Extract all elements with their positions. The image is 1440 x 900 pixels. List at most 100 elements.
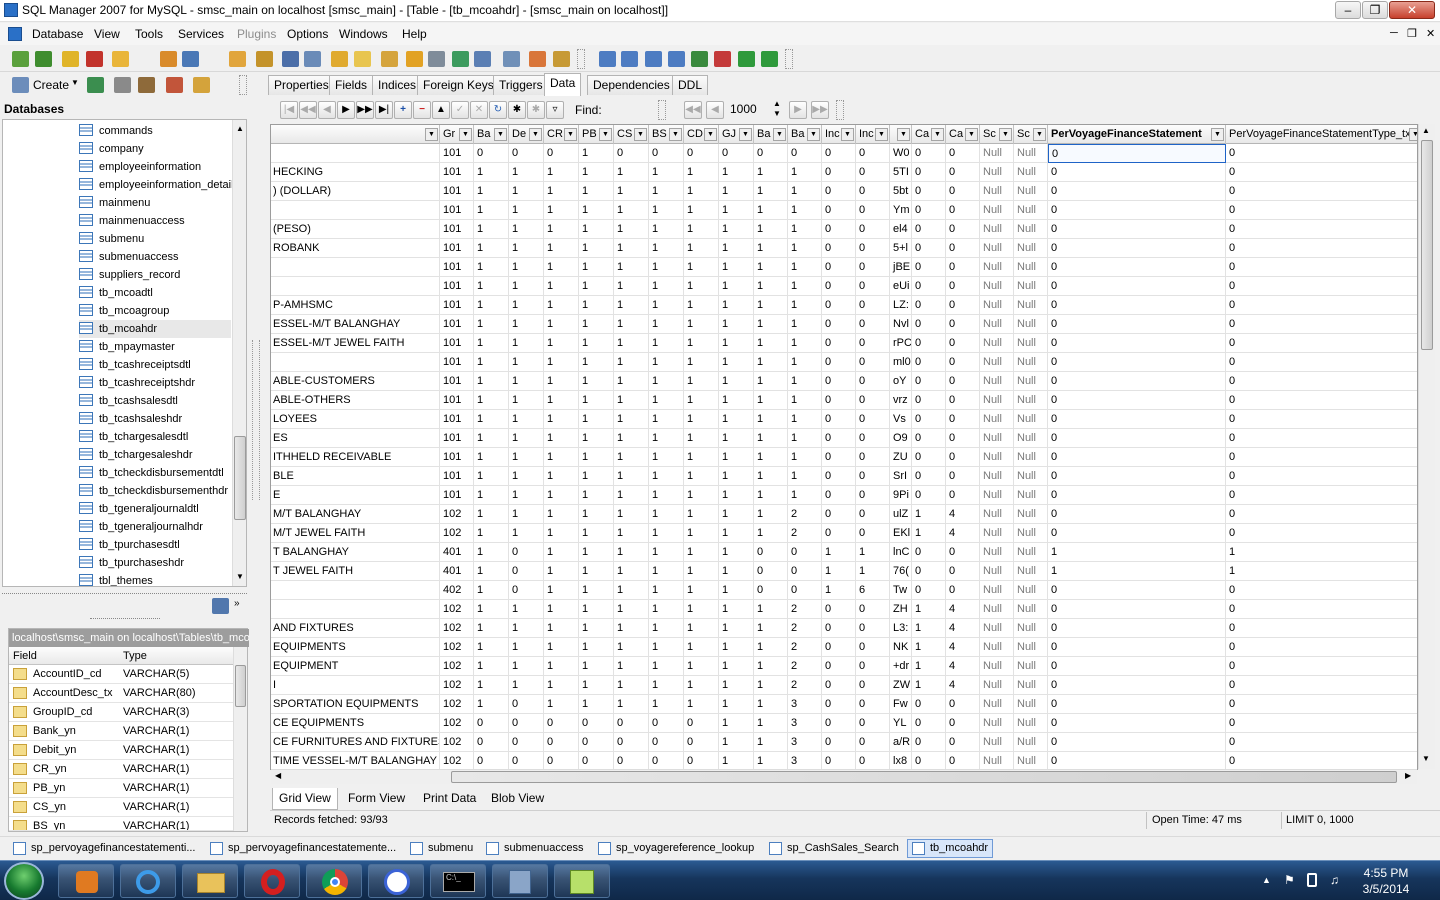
table-cell[interactable]: 1 xyxy=(649,638,684,657)
table-cell[interactable]: 0 xyxy=(856,239,890,258)
table-cell[interactable]: 1 xyxy=(544,391,579,410)
table-cell[interactable]: 1 xyxy=(509,201,544,220)
table-cell[interactable]: 1 xyxy=(544,315,579,334)
table-row[interactable]: P-AMHSMC 101 1 1 1 1 1 1 1 1 1 1 0 0 LZ: 0 0 Null Null 0 0 xyxy=(271,296,1417,315)
table-cell[interactable]: Null xyxy=(980,467,1014,486)
table-cell[interactable]: 1 xyxy=(474,277,509,296)
table-cell[interactable]: 1 xyxy=(719,733,754,752)
table-cell[interactable]: 1 xyxy=(509,448,544,467)
next-record-icon[interactable]: ▶ xyxy=(337,101,355,119)
table-cell[interactable]: ESSEL-M/T BALANGHAY xyxy=(271,315,440,334)
tab-foreign-keys[interactable]: Foreign Keys xyxy=(417,75,500,95)
table-cell[interactable]: 1 xyxy=(719,277,754,296)
table-cell[interactable]: 0 xyxy=(1226,733,1417,752)
tree-item[interactable]: tb_mpaymaster xyxy=(79,338,175,356)
table-cell[interactable] xyxy=(271,600,440,619)
table-cell[interactable]: 0 xyxy=(1048,505,1226,524)
table-cell[interactable]: 0 xyxy=(856,467,890,486)
query-builder-icon[interactable] xyxy=(256,51,273,67)
table-cell[interactable]: 1 xyxy=(754,315,788,334)
table-cell[interactable]: 3 xyxy=(788,733,822,752)
table-cell[interactable]: 0 xyxy=(1226,182,1417,201)
goto-bookmark-icon[interactable]: ✱ xyxy=(527,101,545,119)
print-icon[interactable] xyxy=(428,51,445,67)
table-cell[interactable]: 0 xyxy=(822,277,856,296)
table-cell[interactable]: ABLE-OTHERS xyxy=(271,391,440,410)
table-cell[interactable]: ITHHELD RECEIVABLE xyxy=(271,448,440,467)
table-cell[interactable]: jBE xyxy=(890,258,912,277)
table-cell[interactable]: 1 xyxy=(614,163,649,182)
table-cell[interactable]: 1 xyxy=(788,163,822,182)
table-cell[interactable]: 1 xyxy=(649,429,684,448)
table-cell[interactable]: 1 xyxy=(822,581,856,600)
field-row[interactable]: Bank_yn VARCHAR(1) xyxy=(9,722,233,741)
db-properties-icon[interactable] xyxy=(112,51,129,67)
table-cell[interactable]: 1 xyxy=(649,201,684,220)
table-cell[interactable]: 1 xyxy=(509,391,544,410)
table-cell[interactable]: 1 xyxy=(719,695,754,714)
table-cell[interactable]: 0 xyxy=(1226,372,1417,391)
table-cell[interactable]: 0 xyxy=(1048,524,1226,543)
table-cell[interactable]: 0 xyxy=(856,733,890,752)
column-header[interactable]: CS ▼ xyxy=(614,125,649,144)
table-cell[interactable]: 1 xyxy=(684,372,719,391)
prev-page-icon[interactable]: ◀◀ xyxy=(299,101,317,119)
table-row[interactable]: E 101 1 1 1 1 1 1 1 1 1 1 0 0 9Pi 0 0 Null Null 0 0 xyxy=(271,486,1417,505)
table-cell[interactable]: Null xyxy=(1014,581,1048,600)
next-page-icon[interactable]: ▶▶ xyxy=(356,101,374,119)
column-filter-icon[interactable]: ▼ xyxy=(634,128,647,141)
table-cell[interactable]: 101 xyxy=(440,277,474,296)
table-cell[interactable]: 1 xyxy=(822,562,856,581)
table-cell[interactable]: 1 xyxy=(614,657,649,676)
table-cell[interactable]: ABLE-CUSTOMERS xyxy=(271,372,440,391)
table-cell[interactable]: 101 xyxy=(440,410,474,429)
tree-item[interactable]: tb_tgeneraljournalhdr xyxy=(79,518,203,536)
column-filter-icon[interactable]: ▼ xyxy=(564,128,577,141)
table-cell[interactable]: 1 xyxy=(579,220,614,239)
table-cell[interactable]: 0 xyxy=(1226,695,1417,714)
database-tree[interactable]: commands company employeeinformation emp… xyxy=(2,119,247,587)
tab-properties[interactable]: Properties xyxy=(268,75,335,95)
scroll-left-icon[interactable]: ◀ xyxy=(275,771,282,780)
table-cell[interactable]: 0 xyxy=(946,467,980,486)
table-row[interactable]: M/T BALANGHAY 102 1 1 1 1 1 1 1 1 1 2 0 0 ulZ 1 4 Null Nul… xyxy=(271,505,1417,524)
table-cell[interactable]: 0 xyxy=(912,714,946,733)
column-header[interactable]: Ba ▼ xyxy=(788,125,822,144)
column-header[interactable]: CR ▼ xyxy=(544,125,579,144)
table-cell[interactable]: Null xyxy=(1014,277,1048,296)
table-row[interactable]: HECKING 101 1 1 1 1 1 1 1 1 1 1 0 0 5TI 0 0 Null Null 0 0 xyxy=(271,163,1417,182)
app-icon[interactable] xyxy=(368,864,424,898)
table-cell[interactable]: 1 xyxy=(684,600,719,619)
table-cell[interactable]: 0 xyxy=(912,372,946,391)
scroll-up-icon[interactable]: ▲ xyxy=(1422,126,1430,135)
table-row[interactable]: EQUIPMENTS 102 1 1 1 1 1 1 1 1 1 2 0 0 NK 1 4 Null Null 0 0 xyxy=(271,638,1417,657)
minimize-button[interactable]: – xyxy=(1335,1,1361,19)
column-filter-icon[interactable]: ▼ xyxy=(807,128,820,141)
delete-record-icon[interactable]: − xyxy=(413,101,431,119)
tree-item[interactable]: tb_tchargesaleshdr xyxy=(79,446,193,464)
table-row[interactable]: M/T JEWEL FAITH 102 1 1 1 1 1 1 1 1 1 2 0 0 EKl 1 4 Null N… xyxy=(271,524,1417,543)
tree-item[interactable]: tb_tcheckdisbursementdtl xyxy=(79,464,224,482)
table-cell[interactable]: 0 xyxy=(822,657,856,676)
table-cell[interactable]: 0 xyxy=(822,163,856,182)
table-cell[interactable]: 0 xyxy=(946,714,980,733)
create-dropdown-icon[interactable]: ▼ xyxy=(71,78,79,87)
table-cell[interactable]: HECKING xyxy=(271,163,440,182)
table-cell[interactable]: 1 xyxy=(649,391,684,410)
table-cell[interactable] xyxy=(271,144,440,163)
table-cell[interactable]: 1 xyxy=(544,353,579,372)
column-filter-icon[interactable]: ▼ xyxy=(459,128,472,141)
table-cell[interactable]: 1 xyxy=(788,410,822,429)
table-cell[interactable]: 1 xyxy=(788,315,822,334)
table-cell[interactable]: 1 xyxy=(788,258,822,277)
chart-icon[interactable] xyxy=(282,51,299,67)
table-cell[interactable]: 1 xyxy=(544,657,579,676)
table-cell[interactable]: 0 xyxy=(754,581,788,600)
table-cell[interactable]: Null xyxy=(980,543,1014,562)
table-cell[interactable]: Null xyxy=(980,220,1014,239)
table-cell[interactable]: 1 xyxy=(719,334,754,353)
unregister-db-icon[interactable] xyxy=(86,51,103,67)
table-cell[interactable]: Null xyxy=(1014,486,1048,505)
table-cell[interactable]: 0 xyxy=(788,144,822,163)
table-cell[interactable]: 1 xyxy=(614,695,649,714)
